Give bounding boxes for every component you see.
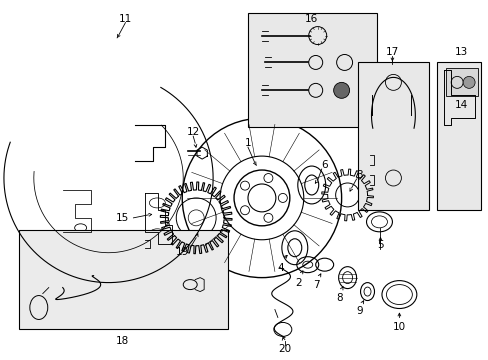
Text: 7: 7 — [313, 280, 319, 289]
Bar — [247, 13, 377, 127]
Circle shape — [333, 82, 349, 98]
Text: 1: 1 — [244, 138, 251, 148]
Text: 10: 10 — [392, 323, 405, 332]
Text: 4: 4 — [277, 263, 284, 273]
Text: 19: 19 — [175, 247, 188, 257]
Text: 6: 6 — [321, 160, 327, 170]
Text: 11: 11 — [119, 14, 132, 24]
Text: 8: 8 — [336, 293, 342, 302]
Text: 18: 18 — [116, 336, 129, 346]
Text: 14: 14 — [454, 100, 467, 110]
Text: 5: 5 — [376, 240, 383, 250]
Text: 13: 13 — [454, 48, 467, 58]
Text: 3: 3 — [356, 170, 362, 180]
Circle shape — [462, 76, 474, 88]
Bar — [19, 230, 227, 329]
Text: 17: 17 — [385, 48, 398, 58]
Bar — [357, 62, 428, 210]
Text: 16: 16 — [305, 14, 318, 24]
Bar — [436, 62, 480, 210]
Text: 15: 15 — [116, 213, 129, 223]
Bar — [446, 68, 477, 96]
Text: 12: 12 — [186, 127, 200, 137]
Text: 9: 9 — [356, 306, 362, 316]
Text: 2: 2 — [295, 278, 302, 288]
Text: 20: 20 — [278, 345, 291, 354]
